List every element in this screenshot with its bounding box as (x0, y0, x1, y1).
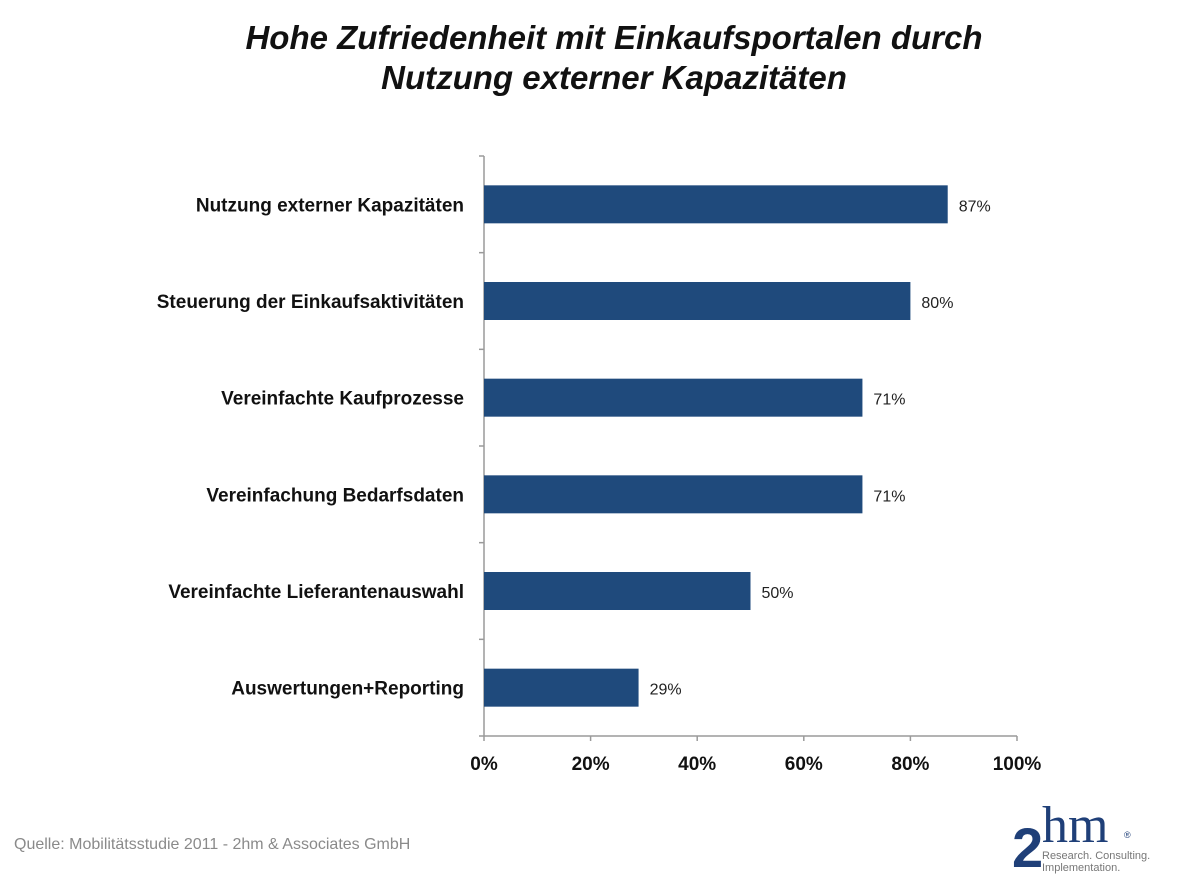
category-label: Vereinfachte Kaufprozesse (221, 389, 464, 410)
category-label: Nutzung externer Kapazitäten (196, 195, 464, 216)
bar (484, 475, 863, 514)
bar (484, 185, 948, 224)
logo-tagline-2: Implementation. (1042, 862, 1121, 874)
source-note: Quelle: Mobilitätsstudie 2011 - 2hm & As… (14, 836, 411, 853)
category-label: Steuerung der Einkaufsaktivitäten (157, 292, 464, 313)
chart-title: Hohe Zufriedenheit mit Einkaufsportalen … (0, 18, 1200, 98)
x-tick-label: 100% (993, 754, 1042, 775)
bar (484, 668, 639, 707)
bar (484, 572, 751, 610)
data-label: 29% (650, 682, 682, 699)
x-tick-label: 40% (678, 754, 716, 775)
x-tick-label: 60% (785, 754, 823, 775)
category-label: Vereinfachung Bedarfsdaten (206, 485, 464, 506)
bar (484, 282, 911, 320)
data-label: 71% (873, 392, 905, 409)
bar (484, 378, 863, 417)
logo-tagline-1: Research. Consulting. (1042, 850, 1151, 862)
chart-title-line-1: Hohe Zufriedenheit mit Einkaufsportalen … (245, 19, 983, 56)
x-tick-label: 80% (891, 754, 929, 775)
company-logo: 2 hm ® Research. Consulting. Implementat… (1012, 797, 1151, 879)
data-label: 87% (959, 198, 991, 215)
data-label: 71% (873, 488, 905, 505)
chart-title-line-2: Nutzung externer Kapazitäten (381, 59, 847, 96)
category-label: Vereinfachte Lieferantenauswahl (168, 582, 464, 603)
data-label: 80% (921, 295, 953, 312)
data-label: 50% (762, 585, 794, 602)
category-label: Auswertungen+Reporting (231, 679, 464, 700)
x-tick-label: 0% (470, 754, 498, 775)
x-tick-label: 20% (572, 754, 610, 775)
